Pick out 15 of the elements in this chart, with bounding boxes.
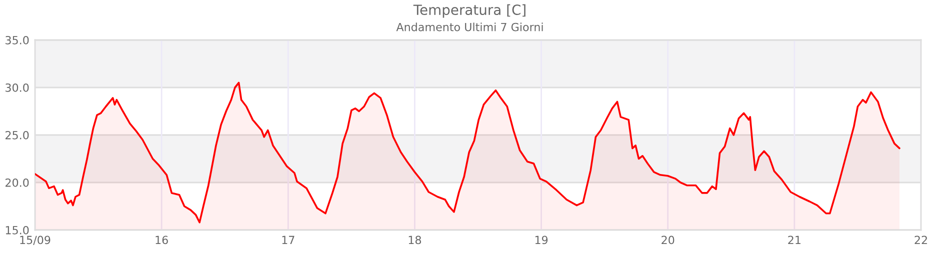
y-tick-label: 35.0 bbox=[6, 36, 29, 44]
y-tick-label: 30.0 bbox=[6, 83, 29, 92]
x-tick-label: 21 bbox=[788, 236, 800, 244]
x-tick-label: 15/09 bbox=[20, 236, 50, 246]
y-tick-label: 25.0 bbox=[6, 130, 29, 140]
x-tick-label: 18 bbox=[408, 236, 422, 244]
y-tick-label: 20.0 bbox=[6, 178, 29, 187]
x-tick-label: 19 bbox=[535, 236, 548, 244]
x-tick-label: 16 bbox=[156, 236, 168, 244]
chart-title: Temperatura [C] bbox=[413, 4, 526, 18]
chart-subtitle: Andamento Ultimi 7 Giorni bbox=[396, 22, 543, 32]
x-tick-label: 22 bbox=[914, 236, 927, 244]
x-tick-label: 17 bbox=[282, 236, 294, 244]
y-tick-label: 15.0 bbox=[6, 226, 29, 234]
x-tick-label: 20 bbox=[662, 236, 674, 244]
